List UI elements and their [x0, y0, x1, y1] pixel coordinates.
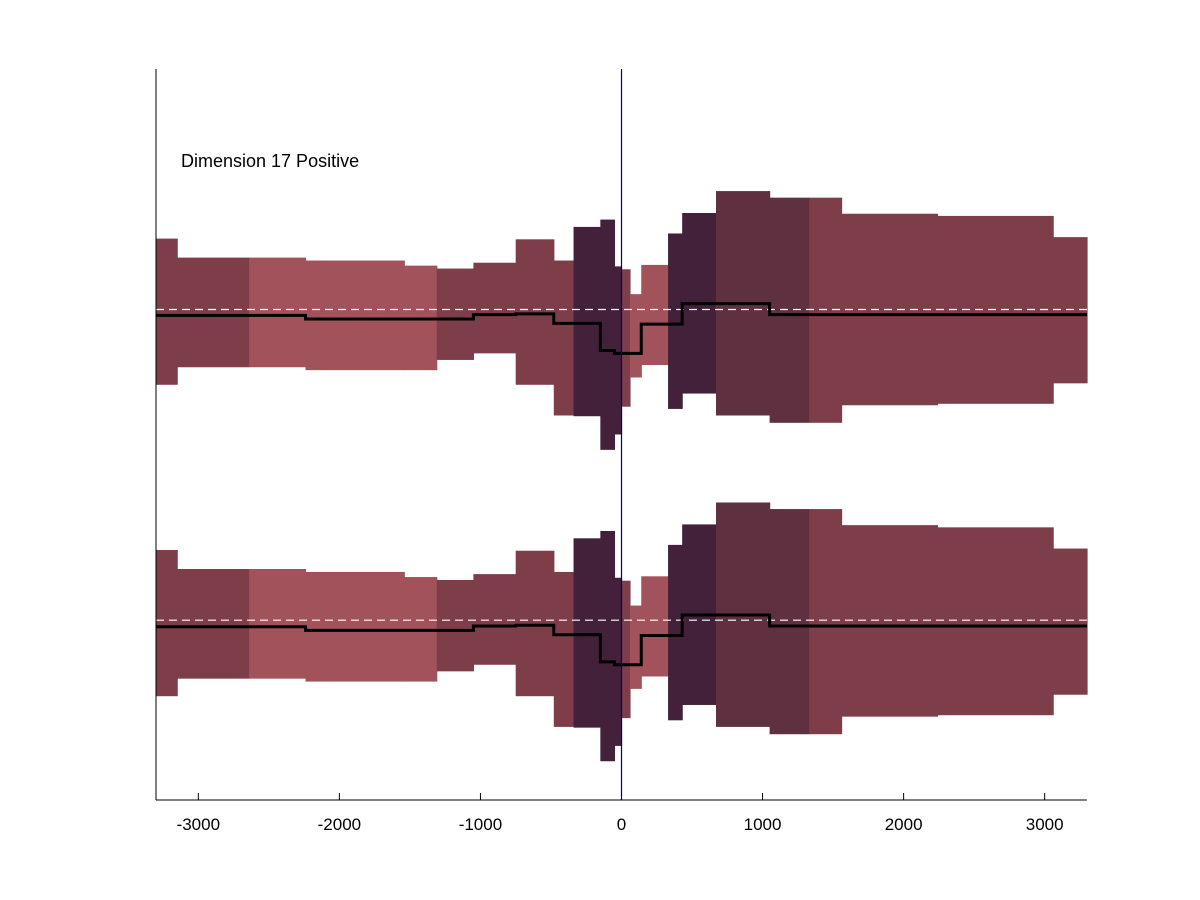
band-segment [621, 580, 631, 719]
band-segment [436, 268, 474, 360]
band-segment [600, 219, 616, 450]
x-tick-label: 1000 [744, 815, 782, 834]
band-segment [473, 574, 517, 665]
band-segment [573, 538, 601, 728]
band-segment [177, 257, 250, 368]
band-segment [769, 197, 810, 423]
band-segment [573, 226, 601, 417]
mean-lines [156, 302, 1087, 667]
band-segment [937, 527, 1054, 716]
x-tick-label: 3000 [1026, 815, 1064, 834]
band-segment [515, 550, 555, 697]
band-segment [668, 544, 683, 721]
band-segment [156, 238, 178, 385]
band-segment [769, 509, 810, 735]
mean-line [156, 302, 1087, 355]
band-segment [614, 577, 623, 746]
band-segment [305, 260, 405, 371]
x-tick-label: 0 [617, 815, 626, 834]
x-axis-ticks: -3000 -2000 -1000 0 1000 2000 3000 [177, 793, 1064, 834]
band-segment [600, 530, 616, 762]
band-segment [515, 239, 555, 385]
x-tick-label: -2000 [318, 815, 361, 834]
band-segment [614, 266, 623, 435]
x-tick-label: 2000 [885, 815, 923, 834]
band-segment [621, 269, 631, 407]
band-segment [641, 264, 669, 366]
band-segment [668, 233, 683, 409]
band-segment [1053, 237, 1088, 384]
band-segment [249, 569, 307, 679]
x-tick-label: -1000 [459, 815, 502, 834]
band-segment [841, 525, 939, 717]
chart-annotation: Dimension 17 Positive [181, 151, 359, 171]
band-segment [629, 605, 642, 689]
mean-line [156, 613, 1087, 667]
band-segment [156, 550, 178, 697]
band-segment [629, 294, 642, 378]
band-segment [809, 197, 843, 423]
band-segment [249, 257, 307, 368]
band-segment [553, 260, 575, 416]
x-tick-label: -3000 [177, 815, 220, 834]
band-segment [305, 571, 405, 682]
band-segment [641, 576, 669, 677]
band-segment [473, 262, 517, 354]
band-segment [177, 569, 250, 679]
band-segment [1053, 548, 1088, 695]
band-segment [436, 579, 474, 672]
band-segment [553, 571, 575, 727]
band-segment [809, 509, 843, 735]
